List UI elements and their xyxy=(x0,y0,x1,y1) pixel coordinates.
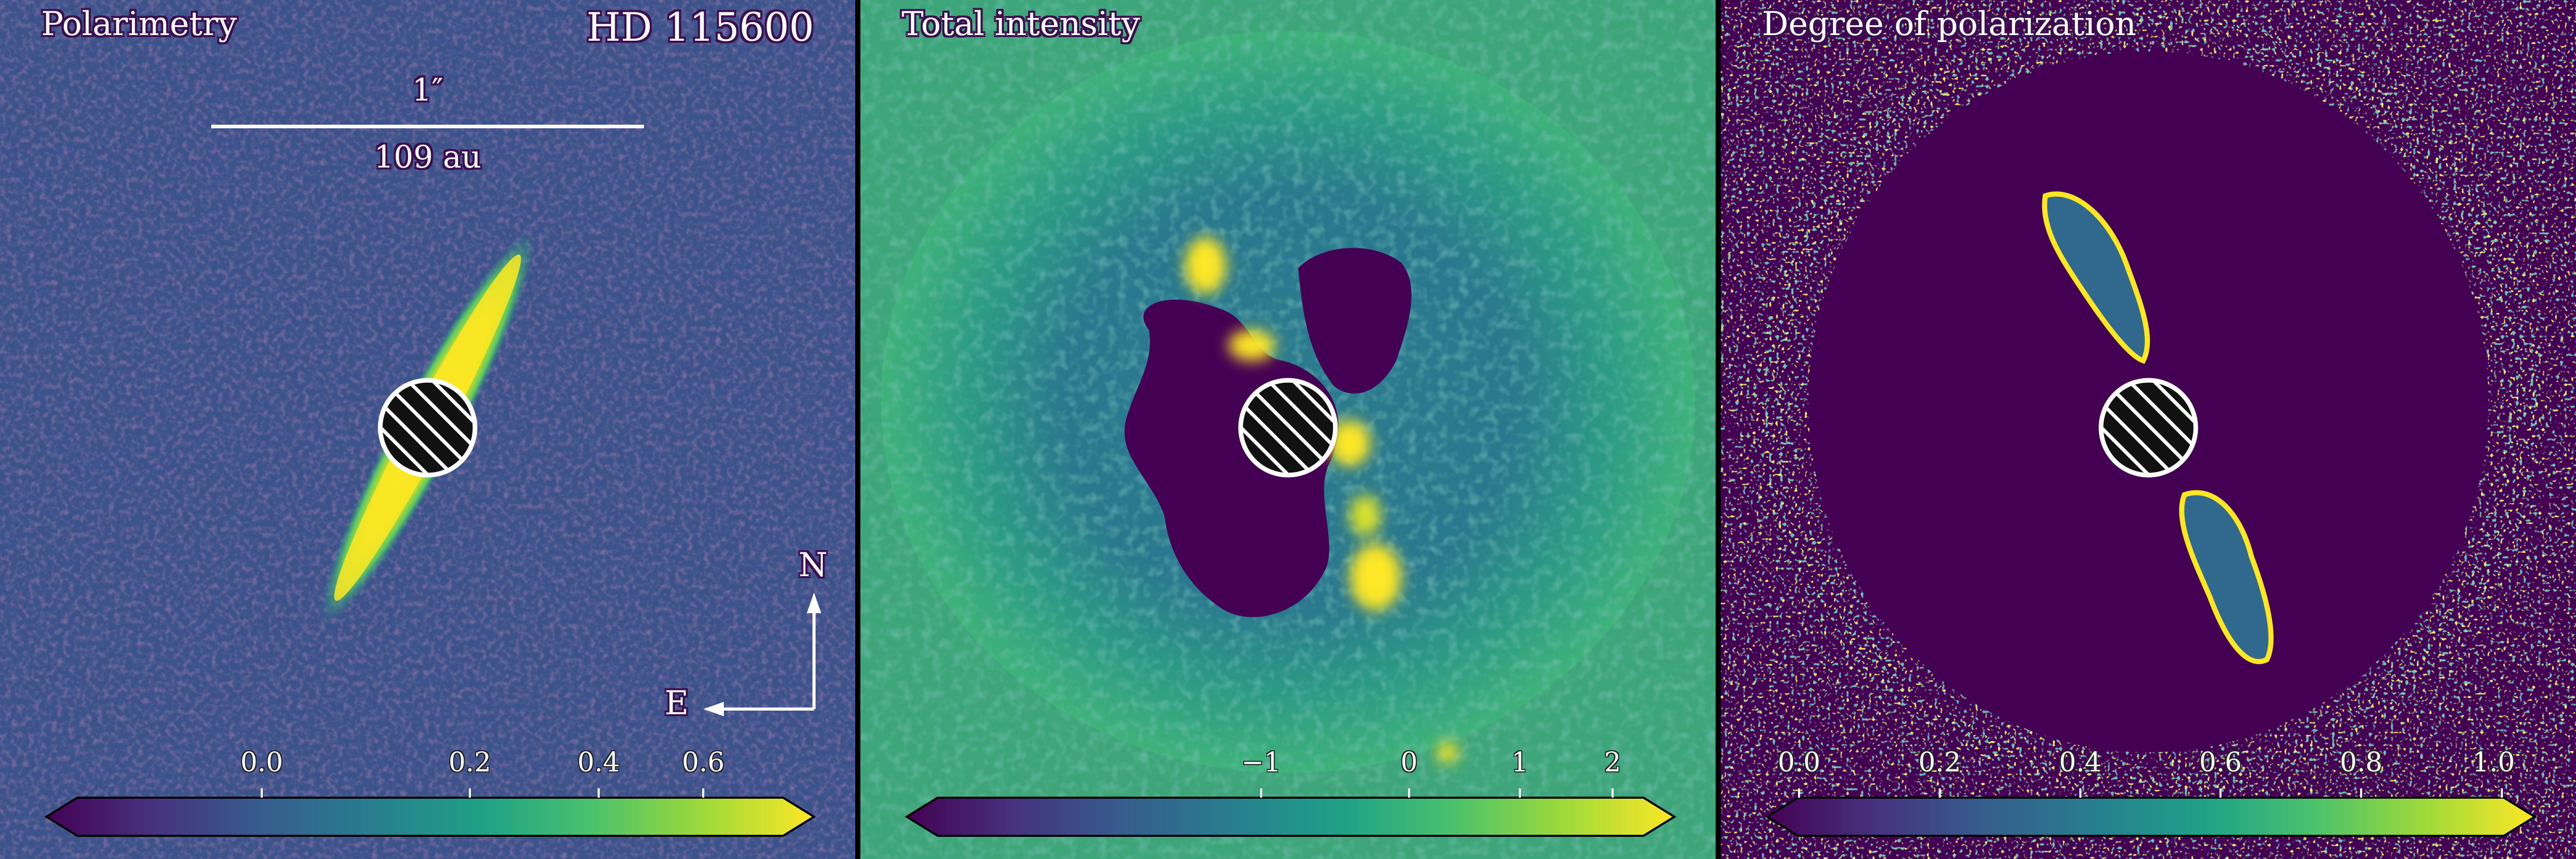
scalebar-line xyxy=(211,125,644,128)
coronagraph-mask xyxy=(2098,378,2198,478)
scalebar-angle-label: 1″ xyxy=(412,72,444,108)
colorbar xyxy=(44,797,816,837)
panel-degree-of-polarization: Degree of polarization 0.0 0.2 0.4 0.6 0… xyxy=(1721,0,2576,859)
colorbar-tick: 0 xyxy=(1400,747,1418,778)
total-intensity-image xyxy=(860,0,1716,859)
colorbar-tick: 2 xyxy=(1604,747,1621,778)
colorbar xyxy=(905,797,1676,837)
colorbar-tick: 0.2 xyxy=(1918,747,1961,778)
colorbar-tick: 0.8 xyxy=(2340,747,2383,778)
panel-title: Total intensity xyxy=(902,5,1140,43)
compass xyxy=(703,593,821,716)
colorbar-tick: 0.6 xyxy=(682,747,725,778)
colorbar-tick: 0.0 xyxy=(240,747,283,778)
colorbar-tick: 1.0 xyxy=(2472,747,2515,778)
coronagraph-mask xyxy=(378,378,478,478)
colorbar xyxy=(1765,797,2537,837)
degree-of-polarization-image xyxy=(1721,0,2576,859)
colorbar-tick: 0.6 xyxy=(2199,747,2242,778)
colorbar-tick: 0.0 xyxy=(1777,747,1821,778)
panel-polarimetry: Polarimetry HD 115600 1″ 109 au N E 0.0 … xyxy=(0,0,855,859)
colorbar-tick: 1 xyxy=(1511,747,1529,778)
compass-north-label: N xyxy=(799,546,827,584)
colorbar-tick: −1 xyxy=(1241,747,1281,778)
panel-title: Polarimetry xyxy=(41,5,237,43)
panel-title: Degree of polarization xyxy=(1762,5,2137,43)
coronagraph-mask xyxy=(1238,378,1338,478)
compass-east-label: E xyxy=(665,684,689,722)
colorbar-tick: 0.2 xyxy=(448,747,492,778)
polarimetry-image xyxy=(0,0,855,859)
colorbar-tick: 0.4 xyxy=(577,747,620,778)
target-name: HD 115600 xyxy=(586,4,815,50)
panel-total-intensity: Total intensity −1 0 1 2 xyxy=(860,0,1716,859)
scalebar-distance-label: 109 au xyxy=(374,139,482,175)
colorbar-tick: 0.4 xyxy=(2059,747,2102,778)
